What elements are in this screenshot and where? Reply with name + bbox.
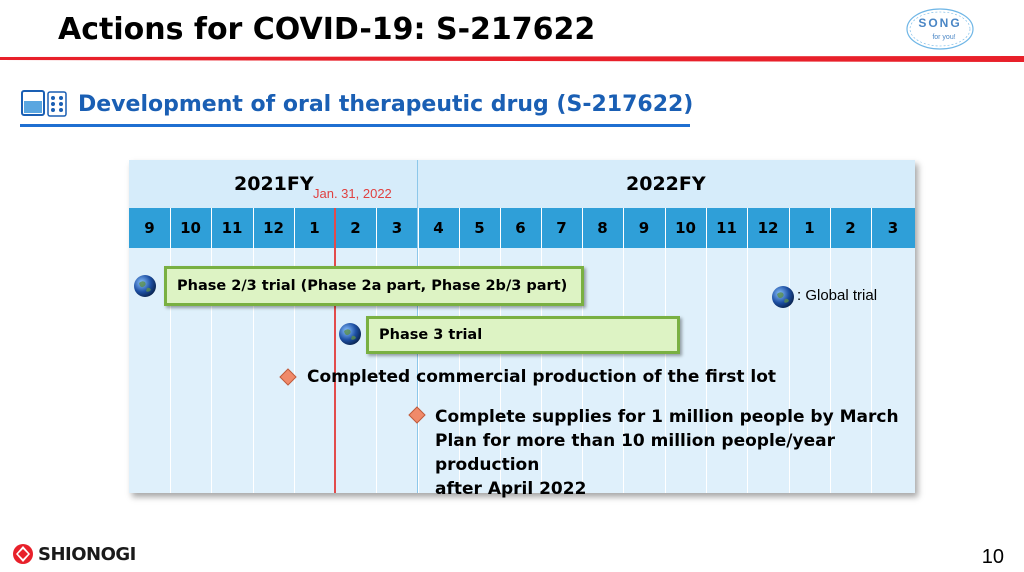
song-logo: SONG for you! bbox=[906, 8, 974, 50]
month-label: 10 bbox=[180, 219, 201, 237]
month-gridline bbox=[211, 208, 212, 493]
shionogi-logo-icon bbox=[13, 544, 33, 564]
month-gridline bbox=[747, 208, 748, 493]
diamond-milestone-icon bbox=[408, 406, 426, 424]
development-timeline: 2021FY Jan. 31, 2022 2022FY 9 10 11 12 1 2 3 4 5… bbox=[129, 160, 915, 499]
page-title: Actions for COVID-19: S-217622 bbox=[58, 12, 596, 47]
fiscal-year-row: 2021FY Jan. 31, 2022 2022FY bbox=[129, 160, 915, 208]
month-label: 11 bbox=[716, 219, 737, 237]
milestone-line: after April 2022 bbox=[435, 479, 587, 499]
header-divider bbox=[0, 56, 1024, 62]
month-gridline bbox=[170, 208, 171, 493]
month-label: 10 bbox=[675, 219, 696, 237]
diamond-milestone-icon bbox=[279, 368, 297, 386]
globe-icon bbox=[339, 323, 361, 345]
month-label: 5 bbox=[474, 219, 485, 237]
month-label: 7 bbox=[556, 219, 567, 237]
month-row: 9 10 11 12 1 2 3 4 5 6 7 8 9 10 11 12 1 2 3 bbox=[129, 208, 915, 248]
page-number: 10 bbox=[981, 546, 1004, 568]
globe-icon bbox=[772, 286, 794, 308]
song-logo-tagline: for you! bbox=[932, 34, 955, 41]
month-gridline bbox=[253, 208, 254, 493]
fy-2022-label: 2022FY bbox=[626, 173, 706, 195]
month-label: 12 bbox=[757, 219, 779, 237]
month-label: 12 bbox=[263, 219, 284, 237]
milestone-line: Complete supplies for 1 million people b… bbox=[435, 407, 899, 427]
milestone-line: Completed commercial production of the f… bbox=[307, 367, 777, 387]
month-gridline bbox=[871, 208, 872, 493]
phase-3-trial-bar: Phase 3 trial bbox=[366, 316, 680, 354]
month-label: 1 bbox=[309, 219, 320, 237]
section-underline bbox=[20, 124, 690, 127]
phase-2-3-trial-bar: Phase 2/3 trial (Phase 2a part, Phase 2b… bbox=[164, 266, 584, 306]
month-label: 9 bbox=[638, 219, 650, 237]
milestone-supplies: Complete supplies for 1 million people b… bbox=[435, 405, 915, 501]
month-label: 3 bbox=[391, 219, 403, 237]
month-gridline bbox=[294, 208, 295, 493]
month-label: 3 bbox=[887, 219, 899, 237]
song-logo-word: SONG bbox=[918, 16, 961, 30]
month-gridline bbox=[830, 208, 831, 493]
milestone-line: Plan for more than 10 million people/yea… bbox=[435, 431, 835, 475]
month-label: 1 bbox=[804, 219, 815, 237]
month-label: 2 bbox=[845, 219, 856, 237]
section-title: Development of oral therapeutic drug (S-… bbox=[78, 92, 694, 117]
today-marker-line bbox=[334, 208, 336, 493]
month-gridline bbox=[789, 208, 790, 493]
month-label: 6 bbox=[515, 219, 526, 237]
month-label: 4 bbox=[433, 219, 444, 237]
company-name: SHIONOGI bbox=[38, 544, 136, 565]
month-label: 11 bbox=[221, 219, 243, 237]
month-label: 2 bbox=[350, 219, 361, 237]
medicine-icon bbox=[21, 90, 67, 117]
fy-2021-label: 2021FY bbox=[234, 173, 314, 195]
globe-icon bbox=[134, 275, 156, 297]
milestone-first-lot: Completed commercial production of the f… bbox=[307, 365, 776, 389]
date-marker-label: Jan. 31, 2022 bbox=[313, 186, 392, 201]
month-label: 8 bbox=[597, 219, 608, 237]
legend-global-trial: : Global trial bbox=[797, 287, 878, 304]
month-gridline bbox=[706, 208, 707, 493]
month-label: 9 bbox=[144, 219, 155, 237]
